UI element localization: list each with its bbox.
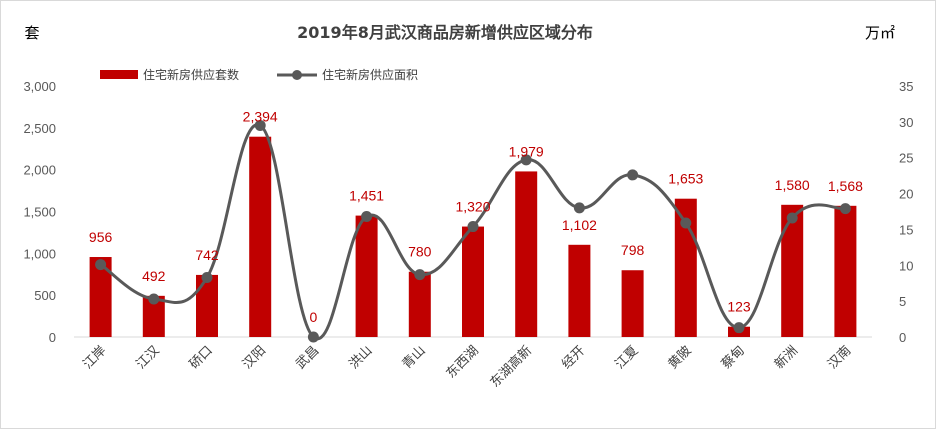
legend: 住宅新房供应套数 住宅新房供应面积 — [100, 67, 418, 82]
category-label: 青山 — [400, 343, 429, 372]
bar — [249, 136, 272, 337]
area-line — [99, 123, 846, 341]
right-tick-label: 25 — [899, 151, 913, 166]
category-label: 江夏 — [612, 343, 641, 372]
bar-data-label: 492 — [142, 268, 166, 284]
chart-title: 2019年8月武汉商品房新增供应区域分布 — [297, 23, 593, 42]
bar-data-labels: 956 492 742 2,394 0 1,451 780 1,320 1,979 1,102 79… — [89, 109, 863, 325]
category-label: 东西湖 — [444, 343, 482, 381]
right-tick-label: 30 — [899, 115, 913, 130]
bar-data-label: 1,580 — [775, 177, 810, 193]
bar-data-label: 2,394 — [243, 109, 278, 125]
line-point — [148, 293, 160, 305]
left-axis: 0 500 1,000 1,500 2,000 2,500 3,000 — [23, 79, 56, 345]
bar-data-label: 123 — [727, 299, 751, 315]
category-labels: 江岸 江汉 硚口 汉阳 武昌 洪山 青山 东西湖 东湖高新 经开 江夏 黄陂 蔡甸 新洲 汉南 — [80, 343, 854, 391]
line-point — [573, 202, 585, 214]
right-axis: 0 5 10 15 20 25 30 35 — [899, 79, 913, 345]
right-tick-label: 0 — [899, 330, 906, 345]
bar-data-label: 1,568 — [828, 178, 863, 194]
line-point — [201, 271, 213, 283]
left-tick-label: 1,000 — [23, 246, 56, 261]
left-tick-label: 500 — [34, 288, 56, 303]
category-label: 蔡甸 — [719, 343, 748, 372]
left-tick-label: 1,500 — [23, 205, 56, 220]
category-label: 黄陂 — [665, 343, 695, 373]
category-label: 东湖高新 — [487, 343, 535, 391]
line-point — [254, 119, 266, 131]
bar-data-label: 1,653 — [668, 171, 703, 187]
bar-data-label: 1,102 — [562, 217, 597, 233]
category-label: 武昌 — [293, 343, 322, 372]
bar — [355, 215, 378, 337]
right-tick-label: 5 — [899, 294, 906, 309]
bar — [621, 270, 644, 337]
line-point — [839, 203, 851, 215]
left-axis-unit: 套 — [24, 24, 39, 42]
bar-data-label: 798 — [621, 242, 645, 258]
bar — [142, 295, 165, 337]
bar — [568, 244, 591, 337]
bar-data-label: 956 — [89, 229, 113, 245]
bar-series — [89, 136, 857, 337]
bar — [515, 171, 538, 337]
legend-bar-swatch — [100, 70, 138, 79]
legend-bar-label: 住宅新房供应套数 — [143, 67, 239, 82]
category-label: 经开 — [559, 343, 588, 372]
legend-line-marker — [292, 70, 302, 80]
bar — [196, 274, 218, 337]
left-tick-label: 2,500 — [23, 121, 56, 136]
line-point — [95, 259, 107, 271]
category-label: 硚口 — [187, 343, 216, 372]
line-point — [733, 322, 745, 334]
category-label: 江岸 — [80, 343, 109, 372]
line-point — [786, 212, 798, 224]
bar-data-label: 0 — [310, 309, 318, 325]
bar-data-label: 1,451 — [349, 188, 384, 204]
bar-data-label: 742 — [195, 247, 219, 263]
line-point — [467, 221, 479, 233]
legend-line-label: 住宅新房供应面积 — [322, 67, 418, 82]
category-label: 新洲 — [771, 343, 801, 373]
right-tick-label: 15 — [899, 222, 913, 237]
right-tick-label: 35 — [899, 79, 913, 94]
left-tick-label: 3,000 — [23, 79, 56, 94]
bar-data-label: 1,320 — [455, 199, 490, 215]
bar — [89, 257, 112, 337]
bar — [408, 271, 431, 337]
right-axis-unit: 万㎡ — [865, 24, 895, 42]
line-point — [680, 217, 692, 229]
bar-data-label: 1,979 — [509, 143, 544, 159]
line-point — [307, 331, 319, 343]
left-tick-label: 2,000 — [23, 163, 56, 178]
left-tick-label: 0 — [49, 330, 56, 345]
right-tick-label: 20 — [899, 187, 913, 202]
line-point — [520, 154, 532, 166]
line-point — [627, 169, 639, 181]
category-label: 洪山 — [346, 343, 375, 372]
bar — [462, 226, 484, 337]
category-label: 汉南 — [825, 343, 855, 373]
right-tick-label: 10 — [899, 258, 913, 273]
line-point — [414, 269, 426, 281]
category-label: 江汉 — [134, 343, 163, 372]
category-label: 汉阳 — [240, 343, 269, 372]
bar — [834, 205, 857, 337]
line-point — [361, 211, 373, 223]
line-series — [95, 119, 851, 343]
bar — [781, 204, 804, 337]
bar-data-label: 780 — [408, 244, 432, 260]
